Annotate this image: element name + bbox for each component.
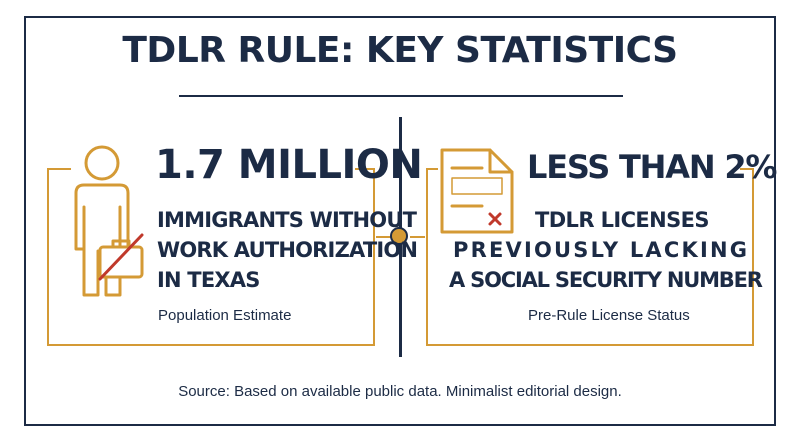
left-stat-description-line-2: WORK AUTHORIZATION	[157, 238, 418, 262]
right-stat-note: Pre-Rule License Status	[528, 307, 690, 324]
center-dot	[390, 227, 408, 245]
document-with-x-icon	[440, 148, 514, 234]
left-stat-bracket	[47, 168, 375, 346]
right-stat-bracket	[426, 168, 754, 346]
source-note: Source: Based on available public data. …	[178, 383, 622, 400]
title-underline	[179, 95, 623, 97]
right-stat-value: LESS THAN 2%	[527, 148, 777, 186]
connector-left	[376, 236, 391, 238]
left-stat-description-line-1: IMMIGRANTS WITHOUT	[157, 208, 417, 232]
person-with-crossed-briefcase-icon	[74, 145, 144, 297]
left-stat-description-line-3: IN TEXAS	[157, 268, 260, 292]
left-stat-note: Population Estimate	[158, 307, 292, 324]
page-title: TDLR RULE: KEY STATISTICS	[122, 30, 678, 71]
right-stat-description-line-2: PREVIOUSLY LACKING	[453, 238, 750, 262]
left-stat-value: 1.7 MILLION	[155, 142, 423, 188]
right-stat-description-line-1: TDLR LICENSES	[535, 208, 710, 232]
connector-right	[410, 236, 425, 238]
right-stat-description-line-3: A SOCIAL SECURITY NUMBER	[449, 268, 763, 292]
